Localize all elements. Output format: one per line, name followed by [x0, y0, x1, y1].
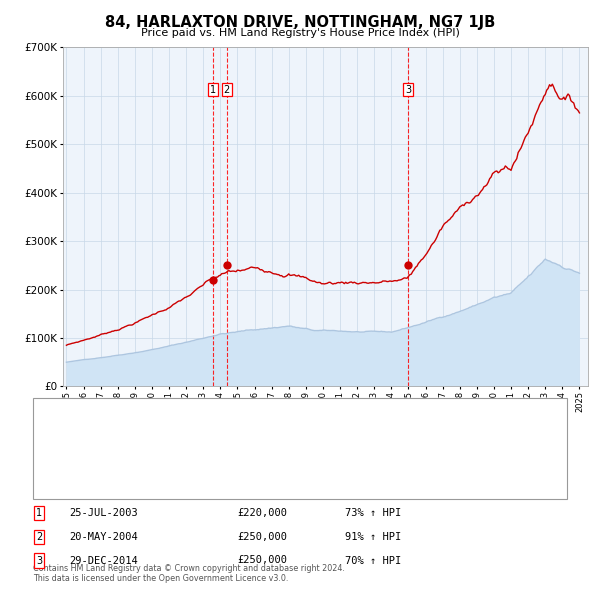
Text: 20-MAY-2004: 20-MAY-2004: [69, 532, 138, 542]
Text: £220,000: £220,000: [237, 509, 287, 518]
Text: 3: 3: [36, 556, 42, 565]
Text: 1: 1: [36, 509, 42, 518]
Text: ———: ———: [42, 428, 76, 437]
Text: 70% ↑ HPI: 70% ↑ HPI: [345, 556, 401, 565]
Text: Price paid vs. HM Land Registry's House Price Index (HPI): Price paid vs. HM Land Registry's House …: [140, 28, 460, 38]
Text: 1: 1: [210, 84, 216, 94]
Text: 73% ↑ HPI: 73% ↑ HPI: [345, 509, 401, 518]
Text: 3: 3: [405, 84, 412, 94]
Text: 25-JUL-2003: 25-JUL-2003: [69, 509, 138, 518]
Text: ———: ———: [42, 410, 76, 419]
Text: £250,000: £250,000: [237, 556, 287, 565]
Text: £250,000: £250,000: [237, 532, 287, 542]
Text: 2: 2: [224, 84, 230, 94]
Text: Contains HM Land Registry data © Crown copyright and database right 2024.
This d: Contains HM Land Registry data © Crown c…: [33, 563, 345, 583]
Text: HPI: Average price, detached house, City of Nottingham: HPI: Average price, detached house, City…: [74, 428, 347, 437]
Text: 91% ↑ HPI: 91% ↑ HPI: [345, 532, 401, 542]
Text: 29-DEC-2014: 29-DEC-2014: [69, 556, 138, 565]
Text: 84, HARLAXTON DRIVE, NOTTINGHAM, NG7 1JB: 84, HARLAXTON DRIVE, NOTTINGHAM, NG7 1JB: [105, 15, 495, 30]
Text: 2: 2: [36, 532, 42, 542]
Text: 84, HARLAXTON DRIVE, NOTTINGHAM, NG7 1JB (detached house): 84, HARLAXTON DRIVE, NOTTINGHAM, NG7 1JB…: [74, 410, 395, 419]
